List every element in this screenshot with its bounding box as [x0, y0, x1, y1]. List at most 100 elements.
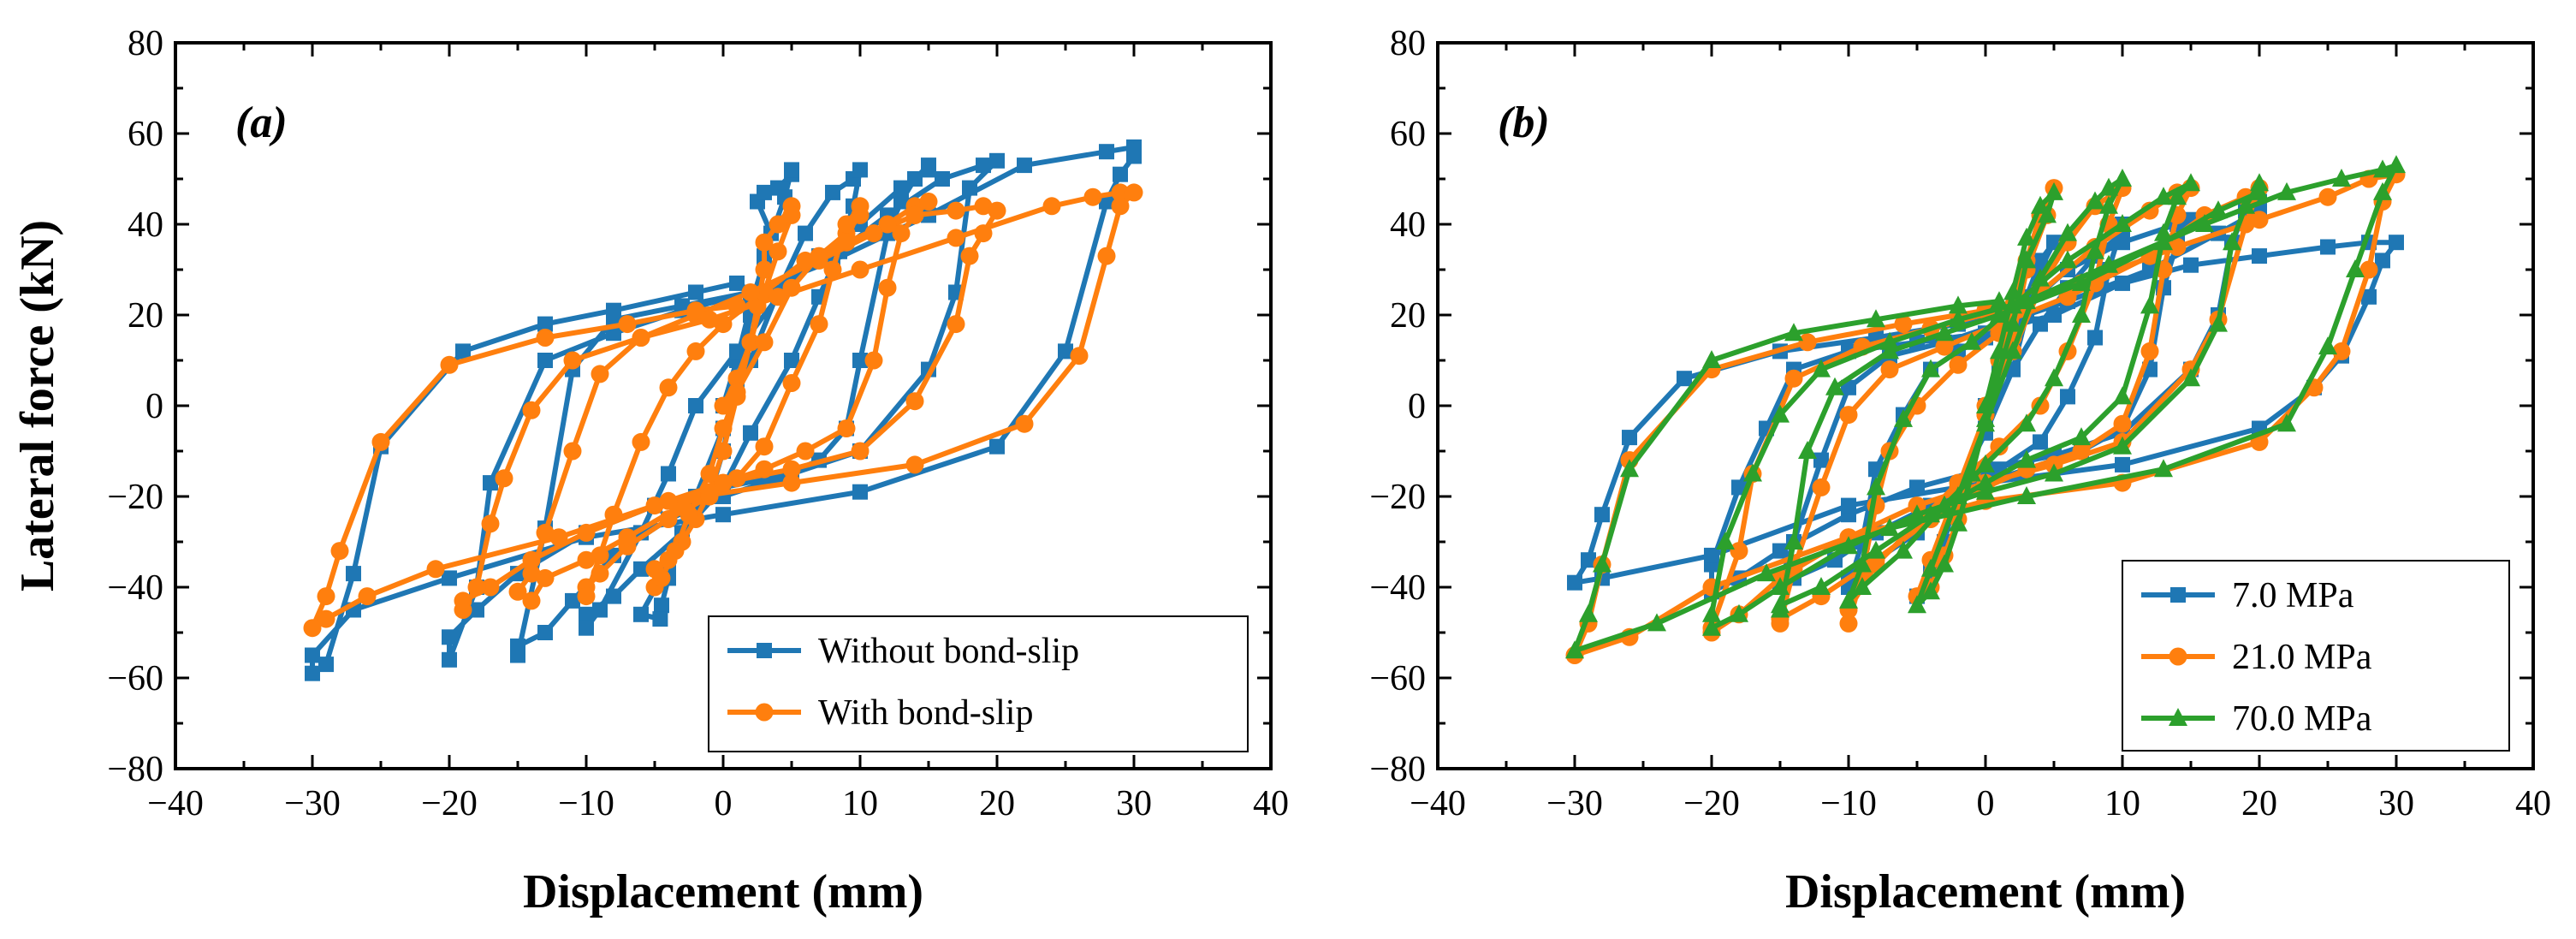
panel-a-data-point: [522, 401, 541, 419]
panel-b-data-point: [1990, 341, 2009, 360]
panel-b-data-point: [1839, 406, 1858, 425]
panel-b-data-point: [1894, 540, 1913, 559]
panel-b-x-tick-label: −20: [1683, 784, 1740, 823]
panel-a-data-point: [1099, 144, 1114, 160]
panel-a-data-point: [659, 378, 678, 397]
panel-b-data-point: [2115, 456, 2130, 472]
panel-b-data-point: [1976, 413, 1995, 432]
panel-b-data-point: [2045, 368, 2063, 387]
panel-b-data-point: [1908, 595, 1926, 614]
panel-b-data-point: [1909, 479, 1925, 496]
panel-b-data-point: [1949, 486, 1968, 504]
panel-a-data-point: [522, 550, 541, 569]
panel-b-data-point: [2045, 463, 2063, 482]
panel-a-data-point: [1125, 183, 1143, 202]
panel-a-plot-frame: [174, 41, 1273, 770]
panel-b-data-point: [1841, 497, 1856, 514]
panel-a-data-point: [714, 396, 733, 415]
panel-b-data-point: [2087, 330, 2103, 346]
panel-a-data-point: [455, 343, 471, 360]
panel-a-data-point: [371, 432, 390, 451]
panel-a-data-point: [330, 542, 349, 561]
panel-a-x-tick-label: −20: [421, 784, 478, 823]
panel-b-data-point: [1853, 554, 1872, 573]
panel-a-data-point: [591, 564, 609, 583]
panel-a-data-point: [878, 278, 897, 297]
panel-a-data-point: [483, 475, 498, 491]
panel-a-label: (a): [235, 98, 288, 147]
panel-a-data-point: [577, 523, 596, 542]
panel-b-data-point: [2003, 313, 2022, 332]
panel-a-data-point: [741, 283, 760, 301]
panel-b-data-point: [1771, 599, 1790, 618]
panel-a-x-tick-label: 0: [715, 784, 733, 823]
panel-a-data-point: [1111, 183, 1130, 202]
panel-b-data-point: [2154, 459, 2173, 478]
panel-b-data-point: [1894, 315, 1913, 334]
panel-a-y-tick-label: 40: [128, 205, 163, 245]
panel-b-data-point: [1949, 355, 1968, 374]
panel-a-data-point: [645, 496, 664, 515]
panel-a-data-point: [743, 425, 758, 441]
panel-b-data-point: [1594, 507, 1610, 523]
panel-b-data-point: [1949, 513, 1968, 532]
panel-b: −40 −30 −20 −10 0 10 20 30 40 −80 −60 −40 −20 0 20 40 60…: [1369, 24, 2551, 918]
panel-b-data-point: [2154, 232, 2173, 251]
panel-a-data-point: [729, 343, 745, 360]
panel-b-data-point: [2346, 259, 2365, 277]
panel-a-data-point: [784, 162, 799, 178]
panel-a-data-point: [440, 355, 459, 374]
panel-b-label: (b): [1498, 98, 1550, 147]
panel-b-legend-label: 21.0 MPa: [2232, 638, 2372, 677]
panel-a-data-point: [688, 284, 703, 300]
panel-b-data-point: [2113, 169, 2132, 187]
panel-a-data-point: [577, 587, 596, 606]
panel-b-data-point: [2086, 191, 2104, 210]
panel-a-data-point: [700, 310, 719, 329]
panel-a-data-point: [1042, 197, 1061, 216]
panel-b-data-point: [2003, 341, 2022, 360]
panel-a-data-point: [988, 201, 1006, 220]
panel-b-x-tick-label: 0: [1977, 784, 1995, 823]
panel-a-data-point: [358, 587, 377, 606]
panel-a-data-point: [825, 184, 840, 200]
panel-b-data-point: [1704, 547, 1719, 563]
panel-b-data-point: [2375, 253, 2390, 269]
panel-a-legend-marker: [757, 643, 772, 658]
panel-b-data-point: [1976, 472, 1995, 491]
panel-b-data-point: [1853, 577, 1872, 595]
panel-b-x-tick-label: 40: [2515, 784, 2551, 823]
panel-a-data-point: [905, 205, 924, 224]
panel-a-x-tick-label: 40: [1253, 784, 1289, 823]
panel-a-data-point: [481, 578, 500, 597]
panel-b-y-tick-label: −60: [1369, 659, 1426, 698]
panel-b-data-point: [2033, 316, 2048, 332]
panel-b-data-point: [2060, 389, 2075, 405]
panel-b-data-point: [2003, 282, 2022, 300]
panel-a-data-point: [782, 278, 801, 297]
panel-a-data-point: [782, 473, 801, 492]
panel-a-data-point: [1113, 166, 1128, 182]
panel-a-data-point: [769, 288, 787, 306]
panel-b-data-point: [1976, 481, 1995, 500]
panel-a-data-point: [852, 353, 868, 368]
panel-a-data-point: [892, 224, 911, 243]
panel-a-data-point: [426, 560, 445, 579]
panel-b-data-point: [1976, 395, 1995, 413]
panel-b-x-tick-label: −30: [1546, 784, 1603, 823]
panel-a-data-point: [878, 215, 897, 234]
panel-b-data-point: [2072, 442, 2091, 461]
panel-b-data-point: [1743, 463, 1762, 482]
panel-a-data-point: [755, 460, 774, 478]
panel-a-y-tick-label: 80: [128, 24, 163, 63]
panel-b-data-point: [2031, 268, 2050, 287]
panel-b-data-point: [2387, 155, 2406, 174]
panel-b-data-point: [1677, 371, 1692, 387]
panel-a-series-line: [310, 189, 1137, 631]
panel-a-data-point: [591, 365, 609, 383]
panel-a-data-point: [727, 469, 746, 488]
panel-a-data-point: [700, 487, 719, 506]
panel-b-data-point: [2223, 232, 2241, 251]
panel-b-data-point: [1771, 614, 1790, 633]
panel-b-y-tick-label: 80: [1390, 24, 1426, 63]
